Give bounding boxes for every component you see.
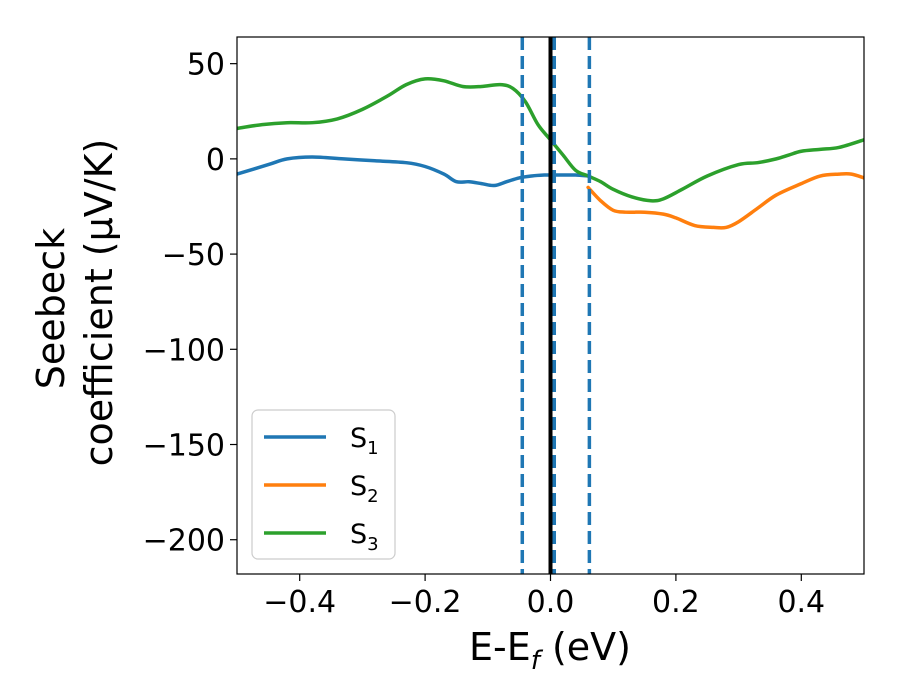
y-tick-label: 0 [206,143,225,178]
y-ticks: 50 0 −50 −100 −150 −200 [143,48,237,559]
series-line-s2 [586,171,864,230]
series-layer [237,76,864,230]
x-ticks: −0.4 −0.2 0.0 0.2 0.4 [263,574,825,620]
legend: S1 S2 S3 [251,409,396,560]
x-tick-label: 0.4 [777,585,825,620]
legend-label-s3: S3 [350,519,379,555]
legend-label-s2: S2 [350,471,379,507]
x-tick-label: 0.2 [652,585,700,620]
x-tick-label: −0.2 [389,585,462,620]
y-tick-label: 50 [187,48,225,83]
y-tick-label: −50 [162,238,225,273]
series-line-s3 [237,76,864,203]
y-tick-label: −200 [143,524,225,559]
x-tick-label: 0.0 [527,585,575,620]
vline-layer [520,37,592,574]
y-tick-label: −100 [143,333,225,368]
y-axis-label: Seebeck coefficient (μV/K) [29,139,121,467]
legend-label-s1: S1 [350,423,379,459]
y-axis-label-line2: coefficient (μV/K) [77,139,121,467]
y-axis-label-line1: Seebeck [29,228,73,389]
x-tick-label: −0.4 [263,585,336,620]
y-tick-label: −150 [143,429,225,464]
x-axis-label: E-Ef (eV) [469,625,631,676]
series-line-s1 [237,155,590,188]
